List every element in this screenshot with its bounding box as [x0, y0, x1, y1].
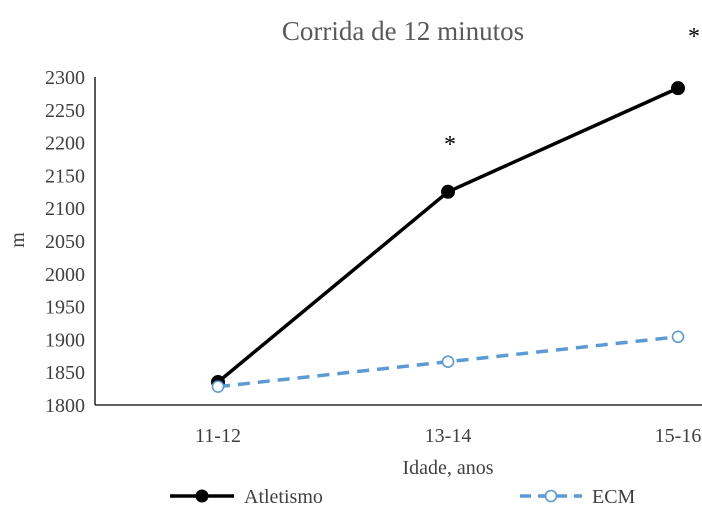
- series-layer: [211, 81, 685, 393]
- data-point-ecm: [671, 330, 685, 344]
- legend-label-atletismo: Atletismo: [244, 486, 323, 506]
- significance-marker: *: [688, 24, 700, 50]
- x-tick-label: 15-16: [655, 425, 702, 447]
- data-point-atletismo: [441, 184, 455, 199]
- x-tick-label: 13-14: [425, 425, 472, 447]
- legend-marker-ecm: [544, 489, 558, 503]
- y-tick-label: 2150: [45, 165, 85, 187]
- y-tick-label: 1900: [45, 329, 85, 351]
- y-axis-label: m: [7, 232, 29, 248]
- y-tick-label: 1800: [45, 395, 85, 417]
- data-point-ecm: [211, 380, 225, 393]
- y-tick-label: 2300: [45, 67, 85, 89]
- annotation-layer: **: [444, 24, 700, 158]
- y-tick-label: 2200: [45, 133, 85, 155]
- legend-marker-atletismo: [195, 489, 209, 503]
- legend-label-ecm: ECM: [592, 486, 636, 506]
- y-tick-label: 1850: [45, 362, 85, 384]
- y-tick-label: 2050: [45, 231, 85, 253]
- y-tick-label: 2250: [45, 100, 85, 122]
- y-tick-labels: 1800 1850 1900 1950 2000 2050 2100 2150 2200 2250…: [45, 67, 85, 417]
- x-tick-labels: 11-12 13-14 15-16: [195, 425, 701, 447]
- data-point-atletismo: [671, 81, 685, 96]
- legend: Atletismo ECM: [170, 486, 636, 506]
- y-tick-label: 2000: [45, 264, 85, 286]
- chart-title: Corrida de 12 minutos: [282, 16, 524, 46]
- y-tick-label: 2100: [45, 198, 85, 220]
- y-tick-label: 1950: [45, 297, 85, 319]
- data-point-ecm: [441, 355, 455, 369]
- x-axis-label: Idade, anos: [402, 457, 493, 479]
- x-tick-label: 11-12: [195, 425, 241, 447]
- significance-marker: *: [444, 132, 456, 158]
